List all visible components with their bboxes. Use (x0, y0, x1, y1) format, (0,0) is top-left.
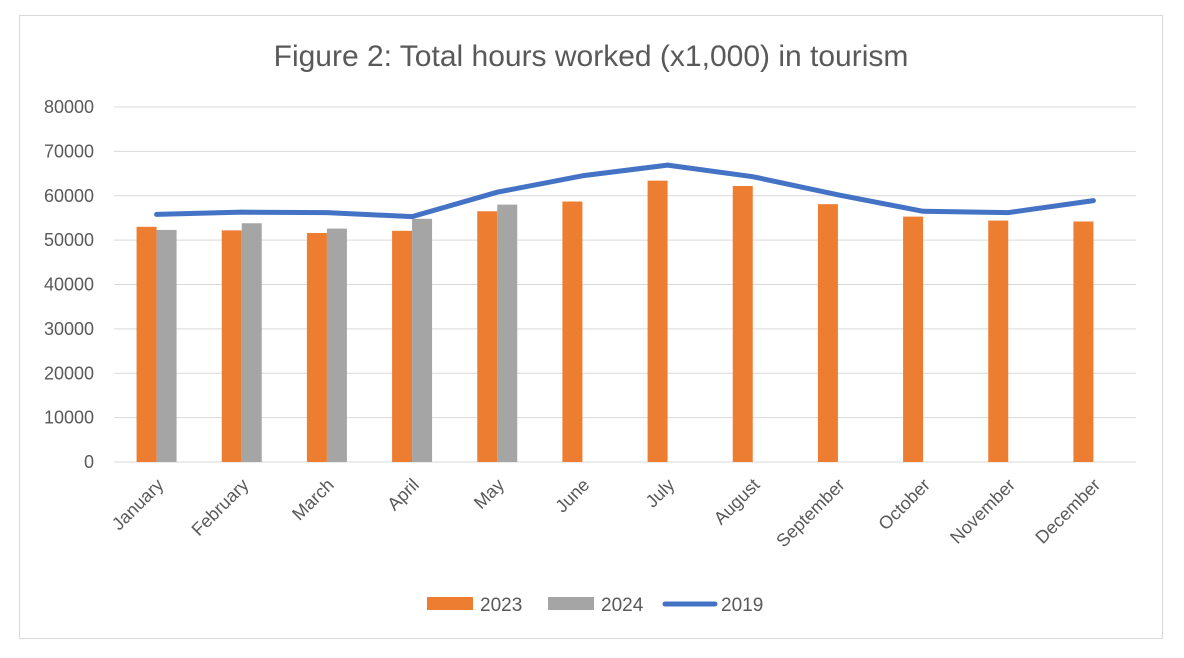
y-tick-label: 40000 (44, 275, 94, 295)
bar-2023 (817, 204, 838, 462)
chart-title: Figure 2: Total hours worked (x1,000) in… (274, 40, 909, 73)
bar-2023 (903, 216, 924, 462)
y-tick-label: 0 (84, 452, 94, 472)
bar-2023 (562, 201, 583, 463)
x-tick-label: August (710, 475, 764, 529)
x-tick-label: July (642, 475, 679, 512)
bar-2023 (136, 226, 157, 462)
x-axis-ticks: January February March April May June July Augu… (108, 475, 1104, 551)
x-tick-label: October (874, 475, 933, 534)
bar-2023 (647, 180, 668, 462)
chart-frame (19, 15, 1163, 639)
y-axis-ticks: 0 10000 20000 30000 40000 50000 60000 70000 8000… (44, 97, 94, 472)
x-tick-label: April (383, 475, 423, 515)
x-tick-label: June (551, 475, 593, 517)
bars (136, 180, 1094, 463)
x-tick-label: February (188, 475, 253, 540)
x-tick-label: March (288, 475, 338, 525)
x-tick-label: May (470, 475, 508, 513)
bar-2024 (412, 218, 433, 462)
x-tick-label: January (108, 475, 167, 534)
x-tick-label: November (946, 475, 1019, 548)
line-series (154, 162, 1096, 220)
bar-2023 (1073, 221, 1094, 462)
bar-2024 (326, 228, 347, 462)
gridlines (114, 106, 1136, 463)
y-tick-label: 60000 (44, 186, 94, 206)
legend-swatch-2023 (427, 597, 473, 610)
legend-swatch-2024 (548, 597, 594, 610)
x-tick-label: December (1031, 475, 1104, 548)
y-tick-label: 80000 (44, 97, 94, 117)
bar-2024 (241, 223, 262, 462)
y-tick-label: 50000 (44, 230, 94, 250)
bar-2023 (221, 230, 242, 462)
legend-label-2019: 2019 (721, 595, 763, 616)
line-2019 (154, 162, 1096, 220)
y-tick-label: 70000 (44, 141, 94, 161)
legend-label-2023: 2023 (480, 595, 522, 616)
x-tick-label: September (772, 475, 848, 551)
bar-2023 (392, 230, 413, 462)
bar-2023 (477, 211, 498, 462)
y-tick-label: 20000 (44, 363, 94, 383)
bar-2024 (497, 204, 518, 462)
bar-2023 (732, 185, 753, 463)
legend-label-2024: 2024 (601, 595, 644, 616)
bar-2023 (306, 233, 327, 462)
bar-2024 (156, 229, 177, 462)
legend: 2023 2024 2019 (427, 595, 763, 616)
y-tick-label: 30000 (44, 319, 94, 339)
bar-2023 (988, 220, 1009, 462)
y-tick-label: 10000 (44, 408, 94, 428)
